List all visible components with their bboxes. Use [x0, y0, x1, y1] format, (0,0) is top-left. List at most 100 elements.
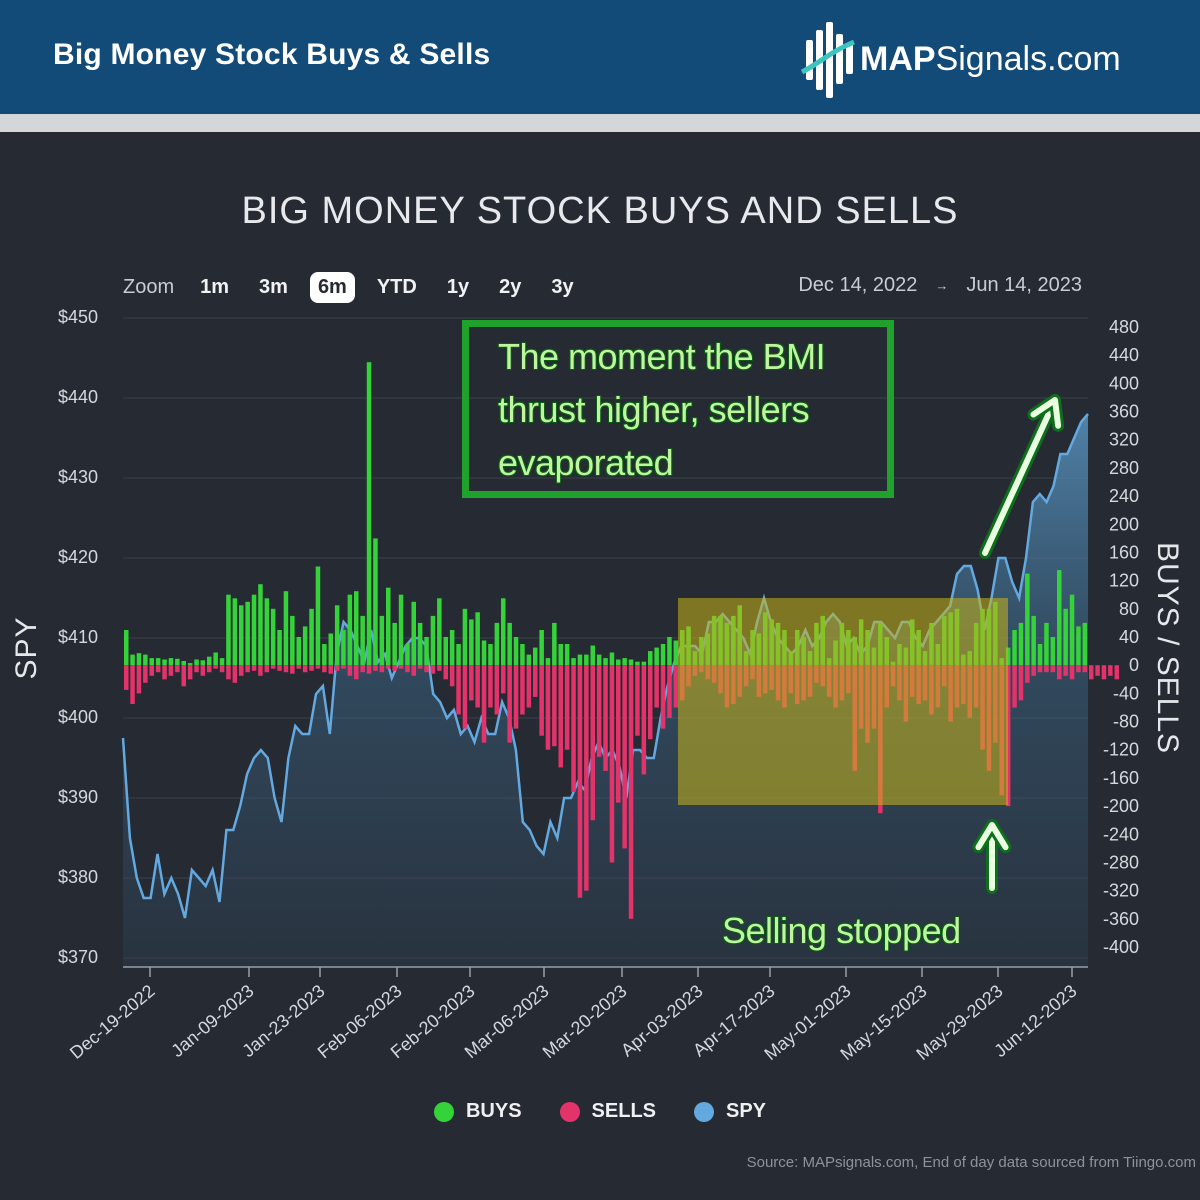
sell-bar: [162, 665, 167, 680]
sell-bar: [1031, 665, 1036, 676]
sell-bar: [488, 665, 493, 708]
sell-bar: [1050, 665, 1056, 673]
y-tick-left-label: $450: [58, 307, 98, 327]
sell-bar: [315, 665, 321, 669]
buy-bar: [513, 637, 519, 666]
sell-bar: [213, 665, 218, 669]
sell-bar: [584, 665, 589, 891]
zoom-2y-button[interactable]: 2y: [499, 275, 522, 298]
buy-bar: [1082, 622, 1088, 666]
sell-bar: [469, 665, 474, 701]
zoom-label: Zoom: [123, 275, 175, 298]
sell-bar: [366, 665, 372, 674]
zoom-1m-button[interactable]: 1m: [200, 275, 230, 298]
buy-bar: [641, 661, 647, 666]
y-tick-right-label: -240: [1103, 824, 1139, 844]
zoom-3y-button[interactable]: 3y: [551, 275, 574, 298]
sell-bar: [328, 665, 333, 674]
buy-bar: [219, 658, 225, 666]
buy-bar: [392, 622, 397, 666]
sell-bar: [347, 665, 353, 676]
y-tick-right-label: 40: [1119, 627, 1139, 647]
buy-bar: [494, 622, 500, 666]
sell-bar: [1057, 665, 1062, 680]
sell-bar: [641, 665, 647, 775]
brand-logo[interactable]: MAPSignals.com: [800, 22, 1180, 98]
y-tick-right-label: -400: [1103, 937, 1139, 957]
zoom-3m-button[interactable]: 3m: [259, 275, 288, 298]
x-tick-label: Jun-12-2023: [990, 981, 1080, 1061]
buy-bar: [207, 656, 212, 666]
buy-bar: [334, 605, 340, 666]
sell-bar: [673, 665, 679, 708]
buy-bar: [449, 630, 455, 666]
separator: [0, 114, 1200, 132]
buy-bar: [1057, 570, 1062, 666]
sell-bar: [513, 665, 519, 729]
buy-bar: [143, 654, 148, 666]
buy-bar: [667, 637, 672, 666]
buy-bar: [552, 622, 557, 666]
sell-bar: [143, 665, 148, 683]
sell-bar: [552, 665, 557, 747]
sell-bar: [181, 665, 186, 687]
buy-bar: [469, 619, 474, 666]
sell-bar: [1063, 665, 1068, 676]
zoom-6m-button[interactable]: 6m: [309, 271, 355, 303]
y-tick-left-label: $400: [58, 707, 98, 727]
sell-bar: [481, 665, 487, 743]
buy-bar: [398, 594, 404, 666]
buy-bar: [181, 661, 186, 666]
header-title: Big Money Stock Buys & Sells: [53, 38, 491, 71]
sell-bar: [270, 665, 276, 669]
sell-bar: [533, 665, 538, 697]
y-tick-left-label: $390: [58, 787, 98, 807]
buy-bar: [302, 626, 308, 666]
buy-bar: [596, 654, 602, 666]
zoom-1y-button[interactable]: 1y: [446, 275, 470, 298]
range-end-date[interactable]: Jun 14, 2023: [966, 274, 1082, 296]
sell-bar: [207, 665, 212, 673]
sell-bar: [667, 665, 672, 718]
sell-bar: [302, 665, 308, 673]
range-start-date[interactable]: Dec 14, 2022: [798, 274, 918, 296]
legend-spy[interactable]: SPY: [694, 1100, 766, 1123]
zoom-ytd-button[interactable]: YTD: [376, 275, 417, 298]
annotation-selling-text: Selling stopped: [722, 910, 961, 951]
y-tick-right-label: 80: [1119, 599, 1139, 619]
legend-sells[interactable]: SELLS: [559, 1100, 656, 1123]
buy-bar: [1005, 647, 1011, 666]
sell-bar: [545, 665, 551, 750]
buy-bar: [245, 601, 250, 666]
sell-bar: [341, 665, 346, 669]
y-tick-left-label: $370: [58, 947, 98, 967]
sell-bar: [648, 665, 653, 740]
sell-bar: [322, 665, 327, 673]
sell-bar: [354, 665, 359, 680]
sell-bar: [590, 665, 595, 821]
annotation-box-text: The moment the BMI thrust higher, seller…: [498, 336, 826, 483]
sell-bar: [360, 665, 365, 673]
y-tick-right-label: 240: [1109, 486, 1139, 506]
sell-bar: [226, 665, 231, 680]
sell-bar: [1018, 665, 1024, 701]
buy-bar: [584, 654, 589, 666]
arrows-layer: [972, 394, 1065, 894]
sell-bar: [622, 665, 627, 849]
buy-bar: [481, 640, 487, 666]
sell-bar: [411, 665, 416, 676]
y-tick-right-label: -160: [1103, 768, 1139, 788]
buy-bar: [283, 591, 289, 666]
y-tick-right-label: -80: [1113, 712, 1139, 732]
zoom-selector: Zoom 1m 3m 6m YTD 1y 2y 3y: [123, 270, 596, 304]
legend-sells-dot: [559, 1101, 580, 1122]
legend-buys[interactable]: BUYS: [433, 1100, 522, 1123]
buy-bar: [417, 622, 423, 666]
buy-bar: [526, 654, 532, 666]
sell-bar: [1025, 665, 1030, 683]
y-tick-left-label: $440: [58, 387, 98, 407]
y-tick-right-label: -40: [1113, 683, 1139, 703]
date-range: Dec 14, 2022 → Jun 14, 2023: [798, 274, 1082, 297]
buy-bar: [187, 663, 193, 666]
buy-bar: [213, 652, 218, 666]
